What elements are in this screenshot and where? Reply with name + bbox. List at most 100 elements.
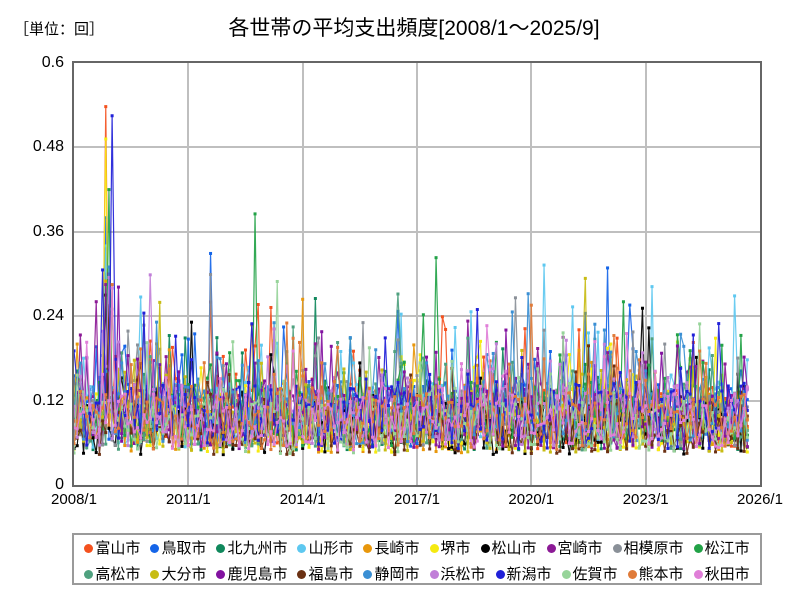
- legend-item-福島市[interactable]: 福島市: [292, 567, 358, 582]
- data-point-marker: [104, 431, 108, 435]
- data-point-marker: [440, 411, 444, 415]
- data-point-marker: [256, 303, 260, 307]
- legend-item-北九州市[interactable]: 北九州市: [211, 541, 292, 556]
- legend-item-鹿児島市[interactable]: 鹿児島市: [211, 567, 292, 582]
- data-point-marker: [120, 394, 124, 398]
- legend-item-大分市[interactable]: 大分市: [145, 567, 211, 582]
- data-point-marker: [631, 416, 635, 420]
- data-point-marker: [110, 283, 114, 287]
- data-point-marker: [253, 212, 257, 216]
- data-point-marker: [215, 400, 219, 404]
- data-point-marker: [529, 395, 533, 399]
- data-point-marker: [494, 342, 498, 346]
- data-point-marker: [523, 452, 527, 456]
- data-point-marker: [205, 428, 209, 432]
- data-point-marker: [348, 442, 352, 446]
- data-point-marker: [593, 417, 597, 421]
- data-point-marker: [148, 444, 152, 448]
- data-point-marker: [199, 448, 203, 452]
- data-point-marker: [390, 425, 394, 429]
- data-point-marker: [371, 435, 375, 439]
- data-point-marker: [390, 406, 394, 410]
- legend-item-高松市[interactable]: 高松市: [79, 567, 145, 582]
- legend-item-松山市[interactable]: 松山市: [476, 541, 542, 556]
- legend-item-宮崎市[interactable]: 宮崎市: [542, 541, 608, 556]
- data-point-marker: [742, 449, 746, 453]
- data-point-marker: [660, 439, 664, 443]
- legend-item-長崎市[interactable]: 長崎市: [358, 541, 424, 556]
- legend-item-鳥取市[interactable]: 鳥取市: [145, 541, 211, 556]
- data-point-marker: [698, 399, 702, 403]
- data-point-marker: [202, 396, 206, 400]
- legend-item-富山市[interactable]: 富山市: [79, 541, 145, 556]
- data-point-marker: [183, 404, 187, 408]
- data-point-marker: [602, 404, 606, 408]
- data-point-marker: [345, 425, 349, 429]
- data-point-marker: [513, 413, 517, 417]
- data-point-marker: [488, 414, 492, 418]
- data-point-marker: [602, 399, 606, 403]
- data-point-marker: [574, 404, 578, 408]
- data-point-marker: [240, 422, 244, 426]
- data-point-marker: [104, 393, 108, 397]
- data-point-marker: [263, 405, 267, 409]
- data-point-marker: [602, 355, 606, 359]
- data-point-marker: [212, 423, 216, 427]
- data-point-marker: [533, 357, 537, 361]
- data-point-marker: [377, 408, 381, 412]
- legend-item-相模原市[interactable]: 相模原市: [608, 541, 689, 556]
- data-point-marker: [644, 439, 648, 443]
- data-point-marker: [682, 399, 686, 403]
- data-point-marker: [193, 414, 197, 418]
- data-point-marker: [425, 392, 429, 396]
- legend-item-山形市[interactable]: 山形市: [292, 541, 358, 556]
- data-point-marker: [656, 409, 660, 413]
- data-point-marker: [348, 400, 352, 404]
- data-point-marker: [577, 423, 581, 427]
- data-point-marker: [517, 376, 521, 380]
- data-point-marker: [666, 392, 670, 396]
- data-point-marker: [104, 283, 108, 287]
- data-point-marker: [482, 393, 486, 397]
- legend-item-佐賀市[interactable]: 佐賀市: [557, 567, 623, 582]
- data-point-marker: [272, 372, 276, 376]
- data-point-marker: [364, 396, 368, 400]
- data-point-marker: [164, 414, 168, 418]
- data-point-marker: [74, 374, 76, 378]
- legend-item-松江市[interactable]: 松江市: [689, 541, 755, 556]
- data-point-marker: [599, 413, 603, 417]
- data-point-marker: [85, 340, 89, 344]
- data-point-marker: [685, 403, 689, 407]
- data-point-marker: [745, 358, 749, 362]
- data-point-marker: [733, 443, 737, 447]
- data-point-marker: [336, 410, 340, 414]
- data-point-marker: [723, 423, 727, 427]
- legend-item-浜松市[interactable]: 浜松市: [425, 567, 491, 582]
- data-point-marker: [428, 418, 432, 422]
- data-point-marker: [374, 398, 378, 402]
- data-point-marker: [548, 441, 552, 445]
- data-point-marker: [377, 448, 381, 452]
- data-point-marker: [224, 403, 228, 407]
- data-point-marker: [285, 364, 289, 368]
- data-point-marker: [110, 286, 114, 290]
- data-point-marker: [326, 402, 330, 406]
- data-point-marker: [707, 428, 711, 432]
- data-point-marker: [313, 297, 317, 301]
- data-point-marker: [434, 436, 438, 440]
- legend-item-熊本市[interactable]: 熊本市: [623, 567, 689, 582]
- data-point-marker: [244, 381, 247, 385]
- legend-item-秋田市[interactable]: 秋田市: [689, 567, 755, 582]
- data-point-marker: [123, 433, 127, 437]
- data-point-marker: [663, 393, 667, 397]
- data-point-marker: [542, 391, 546, 395]
- legend-label: 鹿児島市: [227, 565, 288, 583]
- data-point-marker: [513, 394, 517, 398]
- legend-item-静岡市[interactable]: 静岡市: [358, 567, 424, 582]
- data-point-marker: [602, 408, 606, 412]
- data-point-marker: [253, 441, 257, 445]
- legend-item-新潟市[interactable]: 新潟市: [491, 567, 557, 582]
- legend-item-堺市[interactable]: 堺市: [425, 541, 476, 556]
- data-point-marker: [167, 415, 171, 419]
- legend-label: 佐賀市: [572, 565, 618, 583]
